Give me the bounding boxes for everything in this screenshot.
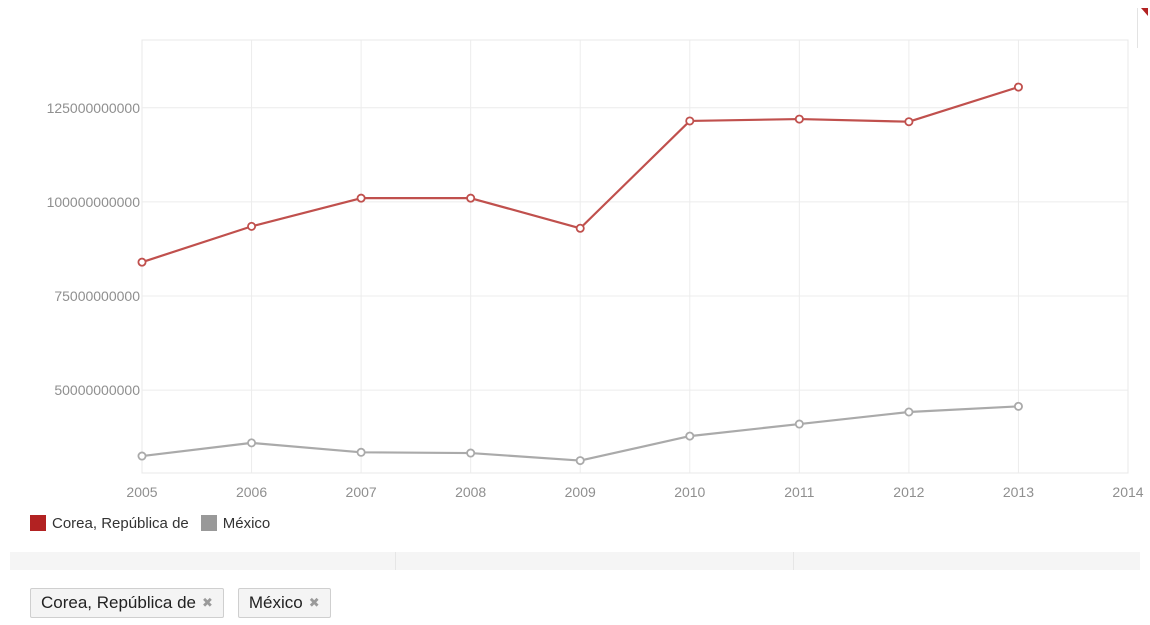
data-point-1 <box>794 419 804 429</box>
data-point-1 <box>466 448 476 458</box>
selected-filters: Corea, República de ✖ México ✖ <box>30 588 345 618</box>
x-tick-label: 2010 <box>674 484 705 500</box>
y-tick-label: 125000000000 <box>47 100 141 116</box>
x-tick-label: 2009 <box>565 484 596 500</box>
chart-legend: Corea, República de México <box>30 513 282 533</box>
data-point-1 <box>247 438 257 448</box>
band-divider <box>793 552 794 570</box>
data-point-0 <box>137 257 147 267</box>
data-point-0 <box>356 193 366 203</box>
x-tick-label: 2008 <box>455 484 486 500</box>
y-tick-label: 50000000000 <box>54 382 140 398</box>
x-tick-label: 2014 <box>1112 484 1143 500</box>
data-point-0 <box>1013 82 1023 92</box>
filter-chip-korea[interactable]: Corea, República de ✖ <box>30 588 224 618</box>
separator-band <box>10 552 1140 570</box>
data-point-0 <box>794 114 804 124</box>
legend-swatch-mexico <box>200 515 217 531</box>
data-point-0 <box>466 193 476 203</box>
data-point-1 <box>137 451 147 461</box>
x-tick-label: 2007 <box>346 484 377 500</box>
data-point-1 <box>575 456 585 466</box>
data-point-1 <box>904 407 914 417</box>
legend-swatch-korea <box>30 515 46 531</box>
x-tick-label: 2005 <box>126 484 157 500</box>
close-icon[interactable]: ✖ <box>201 595 213 610</box>
legend-label-korea: Corea, República de <box>52 514 189 532</box>
data-point-0 <box>247 221 257 231</box>
data-point-0 <box>575 223 585 233</box>
filter-chip-label: Corea, República de <box>41 593 196 612</box>
legend-label-mexico: México <box>222 514 271 532</box>
band-divider <box>395 552 396 570</box>
filter-chip-mexico[interactable]: México ✖ <box>237 588 331 618</box>
x-tick-label: 2011 <box>784 484 814 500</box>
x-tick-label: 2012 <box>893 484 924 500</box>
x-tick-label: 2013 <box>1003 484 1034 500</box>
data-point-0 <box>685 116 695 126</box>
data-point-1 <box>356 447 366 457</box>
data-point-1 <box>1013 401 1023 411</box>
legend-item-korea[interactable]: Corea, República de <box>30 515 189 532</box>
legend-item-mexico[interactable]: México <box>200 514 271 532</box>
data-point-1 <box>685 431 695 441</box>
corner-marker <box>1137 8 1150 48</box>
chart-area: 2005 2006 2007 2008 2009 2010 2011 2012 2013 2014… <box>30 8 1150 533</box>
y-tick-label: 75000000000 <box>54 288 140 304</box>
close-icon[interactable]: ✖ <box>308 595 320 610</box>
y-tick-label: 100000000000 <box>47 194 141 210</box>
data-point-0 <box>904 117 914 127</box>
line-chart: 2005 2006 2007 2008 2009 2010 2011 2012 2013 2014… <box>47 39 1144 500</box>
filter-chip-label: México <box>248 593 303 612</box>
plot-frame <box>141 39 1129 474</box>
x-tick-label: 2006 <box>236 484 267 500</box>
